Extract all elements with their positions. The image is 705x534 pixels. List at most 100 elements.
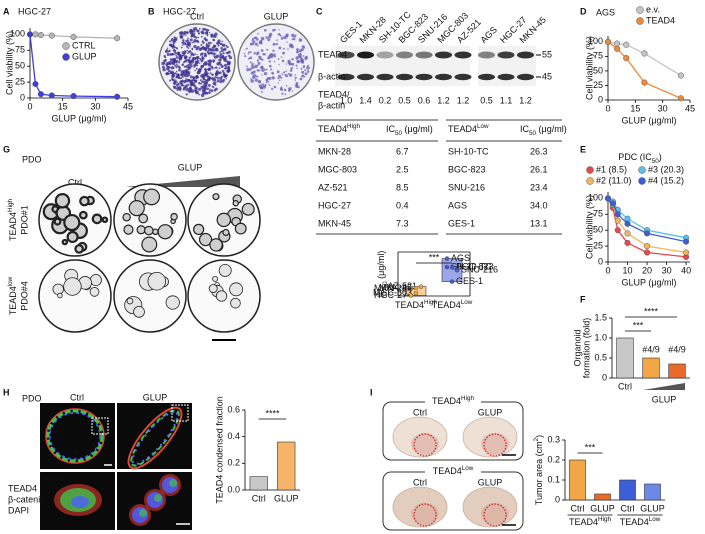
y-axis-label-part: 50: [382, 281, 389, 289]
bar: [249, 476, 268, 491]
colony: [173, 79, 177, 83]
colony: [201, 52, 204, 54]
legend-label: TEAD4: [646, 15, 675, 25]
x-axis-label: GLUP (μg/ml): [621, 277, 676, 287]
colony: [175, 70, 178, 73]
y-tick-label: 50: [593, 225, 603, 235]
colony: [201, 53, 204, 56]
colony: [206, 34, 209, 37]
colony: [200, 64, 204, 68]
table-cell: 34.0: [530, 200, 548, 210]
colony: [187, 83, 190, 86]
colony: [213, 53, 215, 55]
colony: [163, 59, 167, 63]
colony: [295, 34, 297, 36]
colony: [280, 56, 283, 58]
data-point: [37, 91, 44, 98]
colony: [302, 65, 306, 69]
table-cell: 8.5: [396, 182, 409, 192]
annotation: #4/9: [642, 344, 660, 354]
table-header-part: High: [347, 123, 360, 130]
colony: [180, 57, 182, 60]
channel-label: TEAD4: [8, 483, 37, 493]
colony: [187, 47, 190, 49]
colony: [169, 58, 174, 62]
colony: [180, 46, 183, 49]
colony: [202, 73, 206, 76]
y-axis-label-part: IC: [376, 288, 386, 298]
colony: [220, 49, 224, 53]
colony: [206, 50, 210, 54]
y-axis-label: IC50 (μg/ml): [376, 251, 389, 298]
colony: [175, 76, 178, 79]
colony: [164, 49, 168, 53]
colony: [189, 45, 191, 48]
colony: [249, 56, 253, 60]
colony: [261, 58, 263, 60]
panel-letter: I: [370, 387, 373, 397]
panel-letter: A: [3, 6, 10, 16]
colony: [273, 85, 277, 89]
colony: [280, 86, 283, 89]
panel-letter: F: [580, 294, 586, 304]
inset-box: [91, 417, 109, 435]
table-cell: MGC-803: [318, 164, 357, 174]
colony: [191, 83, 194, 86]
stain-blue: [131, 411, 179, 465]
lane-label: AGS: [479, 25, 500, 46]
organoid: [144, 225, 154, 236]
data-point: [70, 93, 77, 100]
blot-band: [337, 73, 355, 81]
table-header-part: TEAD4: [448, 124, 477, 134]
x-tick-label: Ctrl: [571, 503, 585, 513]
table-header: IC50 (μg/ml): [520, 124, 567, 137]
colony: [215, 87, 218, 91]
colony: [256, 38, 259, 41]
y-tick-label: 100: [588, 36, 603, 46]
colony: [252, 37, 255, 41]
colony: [174, 64, 177, 67]
data-point: [26, 31, 34, 38]
colony: [204, 68, 207, 71]
colony: [276, 39, 278, 41]
colony: [166, 67, 170, 71]
colony: [172, 49, 176, 52]
group-label-part: TEAD4: [569, 517, 598, 527]
colony: [201, 31, 205, 35]
colony: [170, 66, 174, 70]
colony: [306, 70, 310, 73]
colony: [188, 50, 191, 53]
colony: [194, 86, 198, 91]
colony: [192, 41, 195, 44]
x-tick-label-part: TEAD4: [432, 300, 461, 310]
colony: [278, 63, 280, 66]
y-tick-label: 0.0: [227, 484, 240, 494]
colony: [228, 54, 231, 57]
x-tick-label: GLUP: [274, 493, 299, 503]
organoid: [165, 295, 180, 310]
colony: [201, 56, 205, 60]
colony: [181, 51, 185, 54]
colony: [164, 72, 167, 75]
point-label: SNU-216: [461, 265, 498, 275]
colony: [178, 85, 182, 89]
panel-title: HGC-27: [163, 6, 196, 16]
colony: [175, 63, 178, 66]
table-cell: 2.5: [396, 164, 409, 174]
colony: [204, 62, 208, 66]
colony: [192, 32, 196, 36]
colony: [185, 77, 187, 80]
colony: [188, 61, 192, 65]
colony: [223, 56, 227, 60]
colony: [249, 51, 252, 54]
colony: [197, 36, 200, 39]
colony: [278, 29, 280, 31]
table-cell: AZ-521: [318, 182, 348, 192]
colony: [177, 82, 180, 85]
blot-band: [454, 73, 472, 81]
colony: [196, 45, 200, 49]
bar: [644, 483, 661, 501]
chart-title: HGC-27: [18, 6, 51, 16]
y-tick-label: 25: [15, 76, 25, 86]
colony: [177, 76, 181, 80]
